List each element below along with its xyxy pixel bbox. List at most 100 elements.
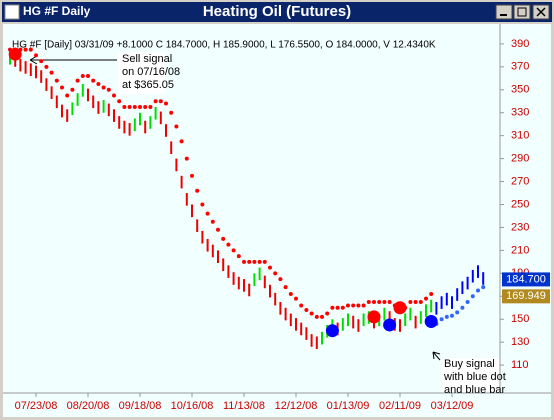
stop-dot xyxy=(60,85,64,90)
stop-dot xyxy=(444,314,449,319)
signal-marker xyxy=(8,47,22,61)
stop-dot xyxy=(236,254,241,259)
stop-dot xyxy=(231,248,236,253)
stop-dot xyxy=(44,64,49,69)
stop-dot xyxy=(382,300,387,305)
stop-dot xyxy=(122,104,127,109)
info-line: HG #F [Daily] 03/31/09 +8.1000 C 184.700… xyxy=(12,40,436,51)
stop-dot xyxy=(356,303,361,308)
stop-dot xyxy=(413,300,418,305)
annotation: Buy signal xyxy=(444,358,495,370)
stop-dot xyxy=(54,78,59,83)
stop-dot xyxy=(439,317,444,322)
stop-dot xyxy=(351,303,356,308)
stop-dot xyxy=(476,288,480,293)
stop-dot xyxy=(299,303,304,308)
minimize-button[interactable] xyxy=(495,4,513,20)
stop-dot xyxy=(158,99,163,104)
y-tick-label: 230 xyxy=(511,221,529,233)
stop-dot xyxy=(366,300,371,305)
stop-dot xyxy=(216,227,220,232)
stop-dot xyxy=(273,271,278,276)
y-tick-label: 310 xyxy=(511,130,529,142)
x-tick-label: 03/12/09 xyxy=(431,400,474,412)
x-tick-label: 12/12/08 xyxy=(275,400,318,412)
stop-dot xyxy=(335,305,340,310)
y-tick-label: 110 xyxy=(511,359,529,371)
signal-marker xyxy=(367,310,381,324)
y-tick-label: 350 xyxy=(511,84,529,96)
stop-dot xyxy=(205,211,210,216)
title-bar xyxy=(2,2,552,22)
stop-dot xyxy=(283,285,288,290)
stop-dot xyxy=(70,87,75,92)
y-tick-label: 290 xyxy=(511,153,529,165)
stop-dot xyxy=(408,300,413,305)
y-tick-label: 370 xyxy=(511,61,529,73)
x-tick-label: 01/13/09 xyxy=(327,400,370,412)
stop-dot xyxy=(195,188,200,193)
y-tick-label: 210 xyxy=(511,244,529,256)
stop-dot xyxy=(127,104,132,109)
signal-marker xyxy=(383,318,397,332)
stop-dot xyxy=(450,313,454,318)
y-tick-label: 390 xyxy=(511,38,529,50)
stop-dot xyxy=(101,85,106,90)
annotation: at $365.05 xyxy=(122,79,174,91)
y-tick-label: 330 xyxy=(511,107,529,119)
stop-dot xyxy=(49,70,54,75)
stop-dot xyxy=(221,236,226,241)
stop-dot xyxy=(470,294,475,299)
annotation: and blue bar xyxy=(444,384,505,396)
stop-dot xyxy=(34,53,38,58)
x-tick-label: 08/20/08 xyxy=(67,400,110,412)
stop-dot xyxy=(268,265,272,270)
stop-dot xyxy=(346,303,350,308)
chart-title: Heating Oil (Futures) xyxy=(203,3,351,20)
y-tick-label: 150 xyxy=(511,313,529,325)
stop-dot xyxy=(75,78,80,83)
stop-dot xyxy=(80,74,85,79)
x-tick-label: 07/23/08 xyxy=(15,400,58,412)
y-tick-label: 250 xyxy=(511,198,529,210)
signal-marker xyxy=(393,301,407,315)
stop-dot xyxy=(465,300,470,305)
x-tick-label: 10/16/08 xyxy=(171,400,214,412)
stop-dot xyxy=(460,305,465,310)
stop-dot xyxy=(418,300,423,305)
stop-dot xyxy=(200,202,205,207)
x-tick-label: 11/13/08 xyxy=(223,400,265,412)
stop-dot xyxy=(242,259,246,264)
annotation-box xyxy=(118,52,166,94)
stop-dot xyxy=(247,259,252,264)
price-tag-label: 169.949 xyxy=(506,290,546,302)
stop-dot xyxy=(372,300,376,305)
stop-dot xyxy=(132,104,137,109)
stop-dot xyxy=(138,104,142,109)
window-buttons xyxy=(495,4,550,20)
stop-dot xyxy=(174,124,179,129)
maximize-button[interactable] xyxy=(513,4,531,20)
stop-dot xyxy=(112,93,116,98)
stop-dot xyxy=(252,259,257,264)
stop-dot xyxy=(96,82,101,87)
stop-dot xyxy=(257,259,262,264)
stop-dot xyxy=(361,303,366,308)
stop-dot xyxy=(288,291,293,296)
stop-dot xyxy=(86,74,90,79)
price-tag xyxy=(502,272,550,287)
stop-dot xyxy=(28,47,33,52)
y-tick-label: 130 xyxy=(511,336,529,348)
x-tick-label: 09/18/08 xyxy=(119,400,162,412)
annotation: on 07/16/08 xyxy=(122,66,180,78)
stop-dot xyxy=(278,277,283,282)
annotation-arrow xyxy=(432,351,441,361)
stop-dot xyxy=(184,156,189,161)
annotation: Sell signal xyxy=(122,53,172,65)
stop-dot xyxy=(455,310,460,315)
stop-dot xyxy=(226,242,231,247)
stop-dot xyxy=(377,300,382,305)
stop-dot xyxy=(481,285,486,290)
stop-dot xyxy=(325,311,330,316)
